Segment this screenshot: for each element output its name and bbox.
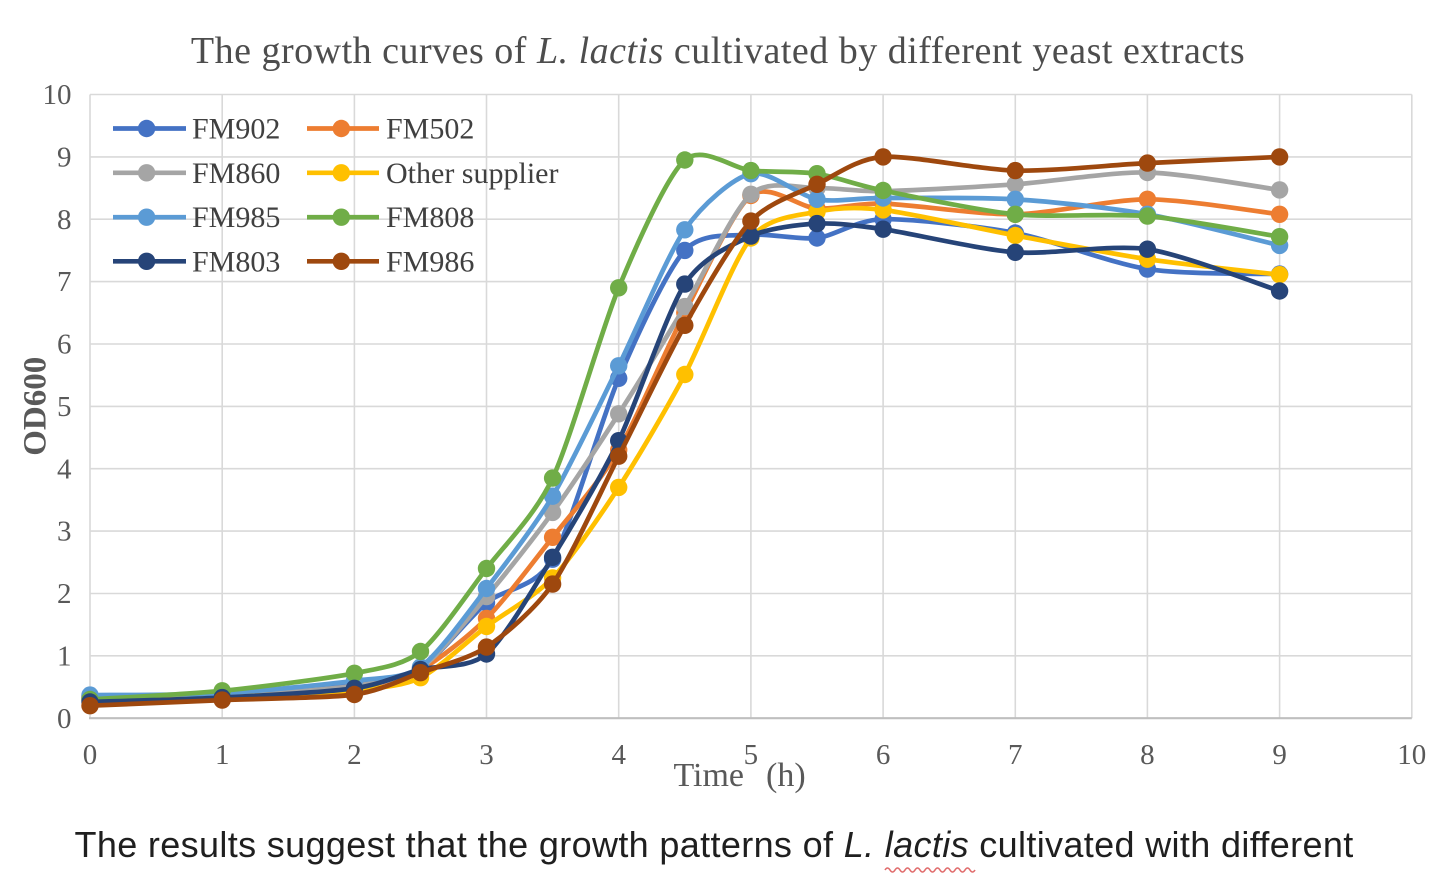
svg-text:Time: Time <box>673 757 744 794</box>
svg-text:0: 0 <box>57 703 72 735</box>
svg-text:FM986: FM986 <box>386 245 474 278</box>
svg-text:FM502: FM502 <box>386 113 474 146</box>
svg-text:0: 0 <box>83 739 98 771</box>
svg-text:5: 5 <box>57 391 72 423</box>
svg-text:4: 4 <box>57 453 72 485</box>
svg-text:FM860: FM860 <box>192 157 280 190</box>
svg-text:Other supplier: Other supplier <box>386 157 558 190</box>
svg-text:FM985: FM985 <box>192 201 280 234</box>
svg-text:3: 3 <box>479 739 494 771</box>
svg-text:7: 7 <box>1008 739 1023 771</box>
svg-text:1: 1 <box>57 640 72 672</box>
svg-text:6: 6 <box>876 739 891 771</box>
svg-text:(h): (h) <box>766 757 806 794</box>
svg-text:FM808: FM808 <box>386 201 474 234</box>
svg-text:The results suggest that the g: The results suggest that the growth patt… <box>75 824 1354 865</box>
svg-text:6: 6 <box>57 329 72 361</box>
svg-text:9: 9 <box>1272 739 1287 771</box>
svg-text:4: 4 <box>611 739 626 771</box>
svg-text:7: 7 <box>57 266 72 298</box>
svg-text:10: 10 <box>43 79 72 111</box>
svg-text:8: 8 <box>57 204 72 236</box>
svg-text:FM902: FM902 <box>192 113 280 146</box>
svg-text:1: 1 <box>215 739 230 771</box>
svg-text:OD600: OD600 <box>18 357 54 456</box>
svg-text:2: 2 <box>347 739 362 771</box>
svg-text:9: 9 <box>57 142 72 174</box>
svg-text:8: 8 <box>1140 739 1155 771</box>
svg-text:2: 2 <box>57 578 72 610</box>
svg-text:FM803: FM803 <box>192 245 280 278</box>
svg-text:10: 10 <box>1397 739 1426 771</box>
svg-text:5: 5 <box>744 739 759 771</box>
svg-text:The growth curves of L. lactis: The growth curves of L. lactis cultivate… <box>191 30 1245 72</box>
svg-text:3: 3 <box>57 516 72 548</box>
